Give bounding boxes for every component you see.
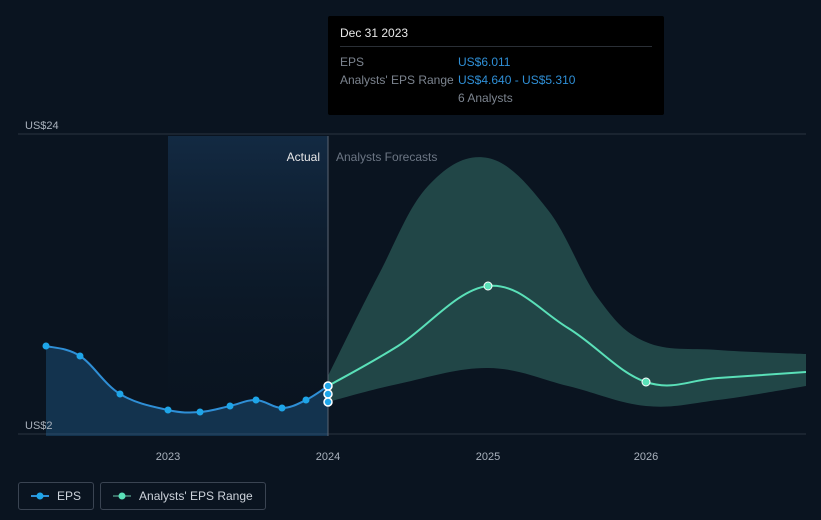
legend-label: Analysts' EPS Range (139, 489, 253, 503)
tooltip-analyst-count: 6 Analysts (458, 89, 652, 105)
legend-swatch-icon (31, 491, 49, 501)
tooltip-key: Analysts' EPS Range (340, 73, 458, 87)
y-axis-label: US$24 (25, 120, 59, 132)
chart-plot[interactable] (18, 128, 806, 436)
x-axis-label: 2025 (476, 451, 500, 463)
tooltip-value: US$6.011 (458, 55, 510, 69)
legend-label: EPS (57, 489, 81, 503)
legend-item[interactable]: Analysts' EPS Range (100, 482, 266, 510)
tooltip-row: EPSUS$6.011 (340, 53, 652, 71)
x-axis-label: 2026 (634, 451, 658, 463)
tooltip-row: Analysts' EPS RangeUS$4.640 - US$5.310 (340, 71, 652, 89)
x-axis-label: 2024 (316, 451, 340, 463)
legend-item[interactable]: EPS (18, 482, 94, 510)
tooltip-date: Dec 31 2023 (340, 26, 652, 47)
x-axis-label: 2023 (156, 451, 180, 463)
tooltip-key: EPS (340, 55, 458, 69)
eps-chart: US$24US$2 2023202420252026 ActualAnalyst… (18, 128, 806, 436)
actual-section-label: Actual (287, 150, 320, 164)
tooltip-value: US$4.640 - US$5.310 (458, 73, 575, 87)
y-axis-label: US$2 (25, 420, 53, 432)
chart-legend: EPS Analysts' EPS Range (18, 482, 266, 510)
chart-tooltip: Dec 31 2023 EPSUS$6.011Analysts' EPS Ran… (328, 16, 664, 115)
legend-swatch-icon (113, 491, 131, 501)
forecast-section-label: Analysts Forecasts (336, 150, 437, 164)
